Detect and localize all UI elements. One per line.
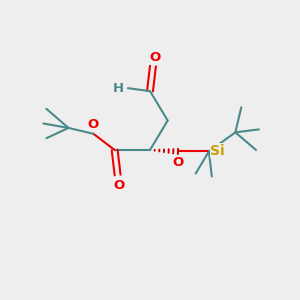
Text: O: O — [87, 118, 98, 131]
Text: O: O — [150, 51, 161, 64]
Text: H: H — [112, 82, 124, 95]
Text: O: O — [172, 156, 184, 169]
Text: O: O — [113, 178, 125, 192]
Text: Si: Si — [210, 144, 225, 158]
